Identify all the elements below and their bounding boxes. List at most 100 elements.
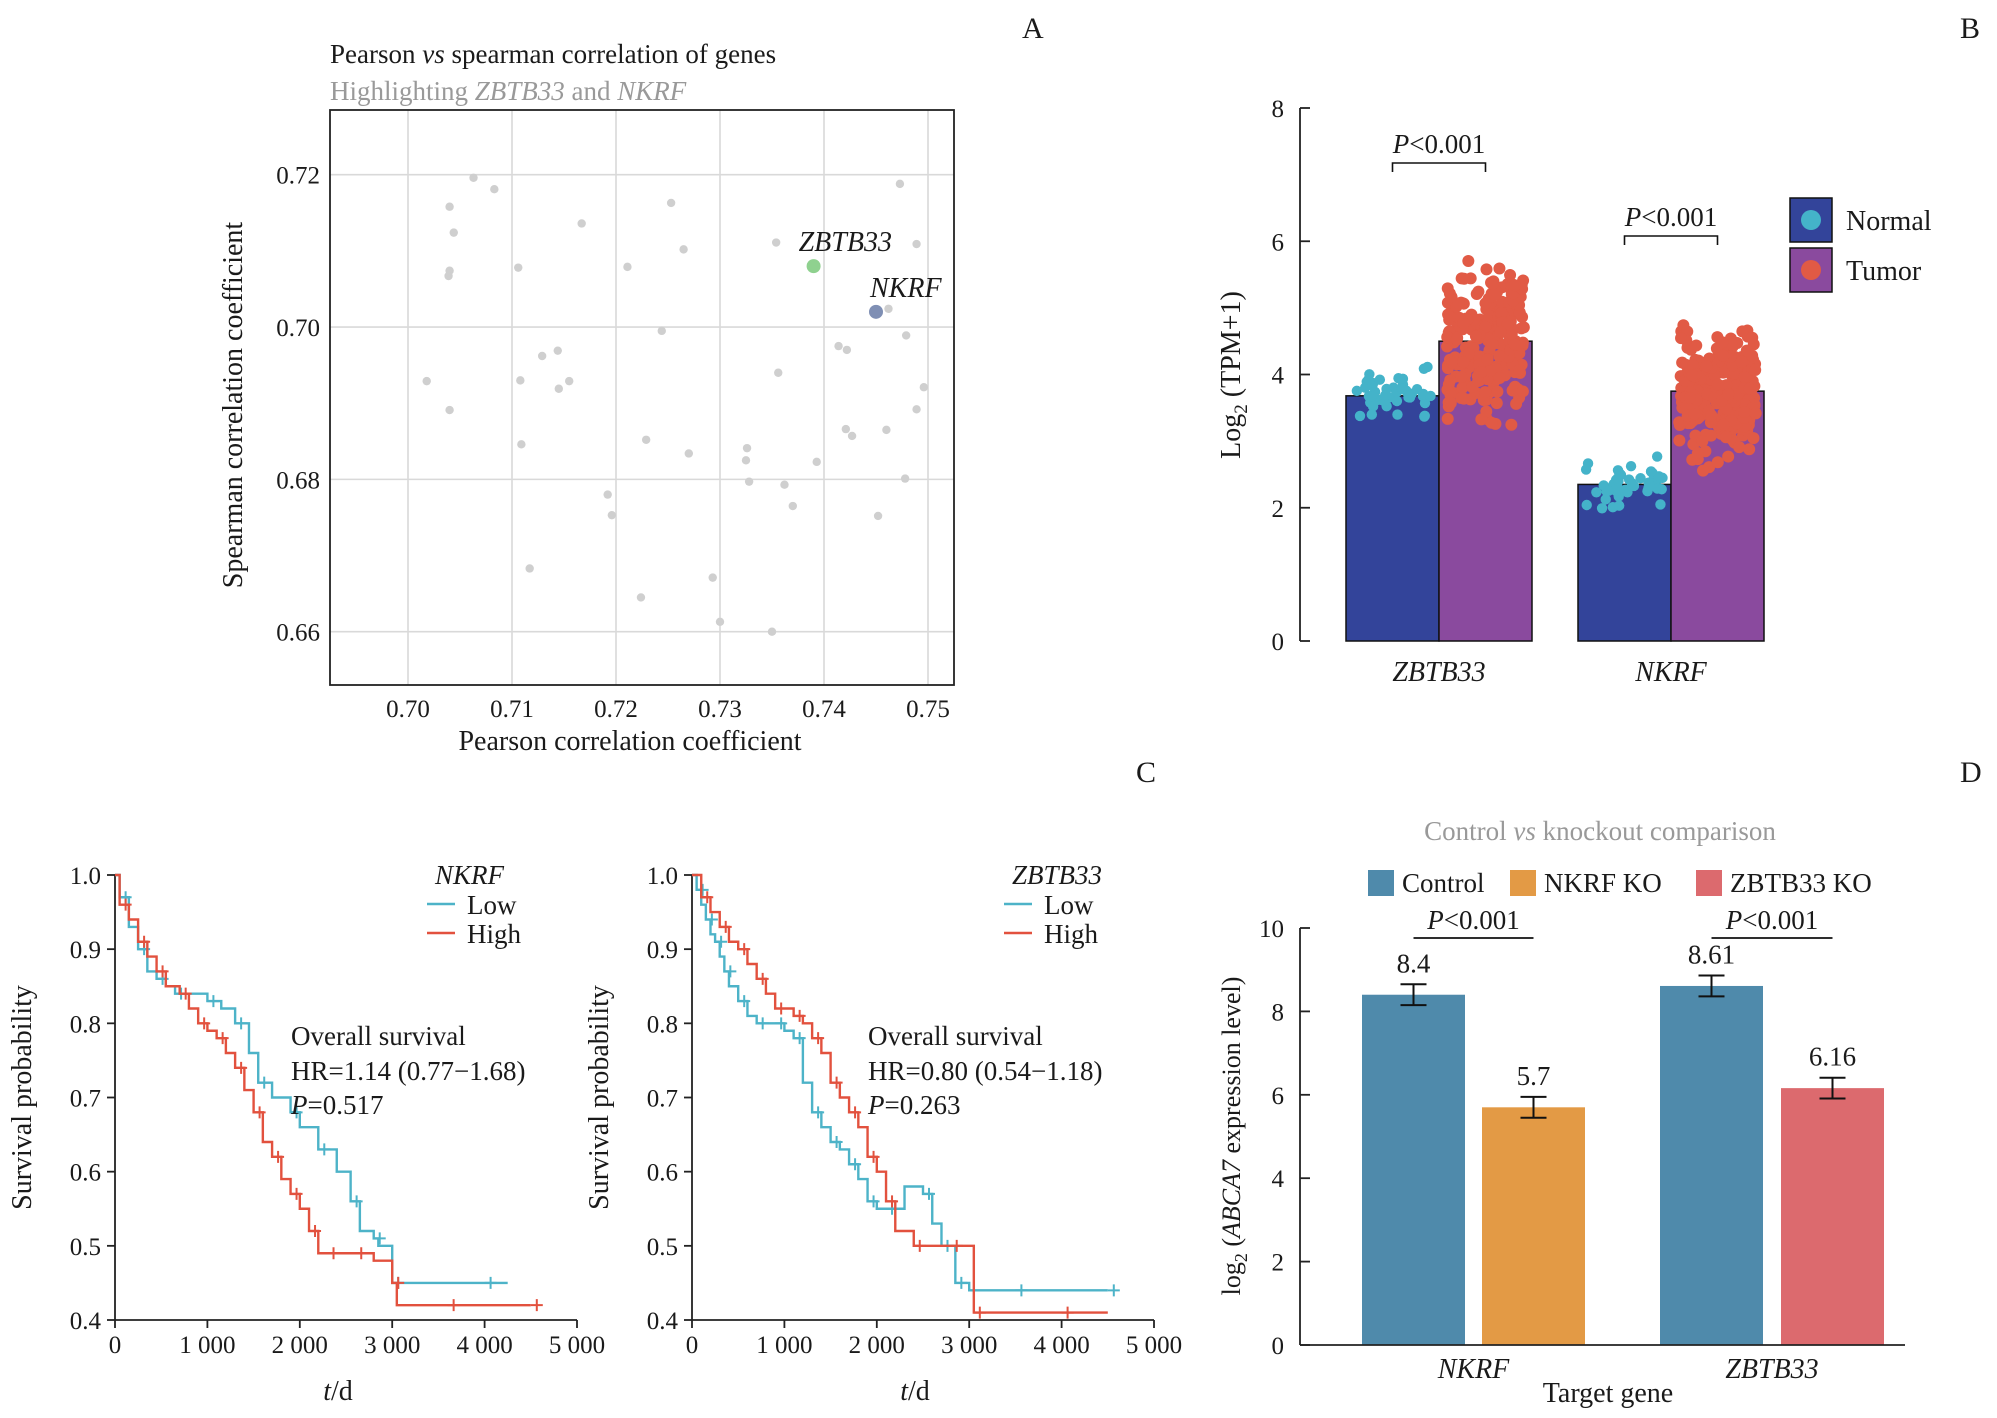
panel-c1-censor-mark [253, 1106, 266, 1119]
panel-b-dot [1493, 262, 1506, 275]
panel-b-dot [1717, 418, 1730, 431]
panel-d-legend-label: ZBTB33 KO [1730, 868, 1872, 898]
panel-b-dot [1596, 503, 1608, 514]
panel-a-point [657, 326, 666, 336]
panel-a-x-tick: 0.75 [906, 696, 950, 723]
panel-c2-censor-mark [738, 995, 751, 1008]
panel-c2-censor-mark [724, 965, 737, 978]
panel-b-dot [1516, 385, 1529, 398]
panel-d-y-tick: 8 [1272, 999, 1285, 1026]
panel-c2-x-tick: 5 000 [1126, 1332, 1182, 1359]
panel-c1-x-tick: 3 000 [364, 1332, 420, 1359]
panel-b-dot [1444, 388, 1457, 401]
panel-b-dot [1396, 383, 1408, 395]
panel-b-dot [1736, 325, 1749, 338]
panel-a-point [901, 331, 911, 340]
panel-c2-legend-high: High [1044, 919, 1099, 949]
panel-b-dot [1749, 364, 1762, 377]
panel-c2-x-tick: 3 000 [941, 1332, 997, 1359]
panel-b-dot [1673, 434, 1686, 447]
panel-b-dot [1484, 364, 1497, 377]
panel-a-point [636, 593, 646, 602]
panel-b-dot [1656, 484, 1667, 495]
panel-letter-c: C [1136, 756, 1156, 789]
panel-a-x-label: Pearson correlation coefficient [458, 726, 801, 757]
panel-a-point [788, 501, 797, 511]
panel-a-highlight-label: ZBTB33 [799, 227, 892, 258]
panel-b-bar-dot: 0 2 4 6 8 ZBTB33 NKRF Log2 (TPM+1) P<0.001 P<0.… [1216, 96, 1932, 688]
panel-c2-censor-mark [849, 1106, 862, 1119]
panel-c2-censor-mark [913, 1239, 926, 1252]
panel-c1-legend-title: NKRF [434, 860, 505, 890]
panel-b-dot [1738, 405, 1751, 418]
panel-b-dot [1697, 464, 1710, 477]
panel-c2-y-tick: 0.9 [647, 937, 678, 964]
panel-b-dot [1623, 474, 1635, 485]
panel-c2-y-tick: 0.5 [647, 1234, 678, 1261]
panel-c2-censor-mark [867, 1150, 880, 1163]
panel-c2-censor-mark [775, 1017, 788, 1030]
panel-c2-censor-mark [756, 972, 769, 985]
panel-c2-annotation-title: Overall survival [868, 1021, 1043, 1051]
panel-b-dot [1351, 385, 1363, 397]
panel-c1-x-tick: 1 000 [179, 1332, 235, 1359]
panel-d-value-label: 8.4 [1397, 948, 1431, 978]
panel-b-dot [1711, 456, 1724, 469]
panel-d-legend-label: NKRF KO [1544, 868, 1662, 898]
panel-a-point [742, 443, 752, 453]
panel-a-scatter: Pearson vs spearman correlation of genes… [218, 39, 955, 757]
panel-b-dot [1653, 471, 1665, 482]
panel-b-dot [1354, 410, 1366, 422]
panel-b-bar [1345, 395, 1440, 642]
panel-a-point [490, 185, 499, 194]
panel-c1-censor-mark [350, 1195, 363, 1208]
panel-a-point [873, 511, 883, 521]
panel-c2-censor-mark [793, 1009, 806, 1022]
panel-a-point [623, 262, 632, 272]
panel-d-error-bar [1819, 1076, 1846, 1100]
panel-b-dot [1479, 297, 1492, 310]
panel-c2-annotation-p: P=0.263 [867, 1090, 960, 1120]
panel-a-point [445, 202, 454, 211]
panel-b-y-tick: 6 [1272, 229, 1285, 256]
panel-b-dot [1683, 391, 1696, 404]
panel-b-dot [1391, 395, 1403, 407]
panel-b-dot [1443, 310, 1456, 323]
panel-c1-x-tick: 5 000 [549, 1332, 605, 1359]
panel-d-title: Control vs knockout comparison [1424, 816, 1776, 846]
panel-a-x-tick: 0.73 [698, 696, 742, 723]
panel-b-dot [1441, 412, 1454, 425]
panel-b-sig-bracket [1623, 235, 1719, 245]
panel-b-dot [1455, 391, 1468, 404]
panel-b-dot [1501, 318, 1514, 331]
panel-b-dot [1696, 435, 1709, 448]
panel-a-point [603, 490, 612, 499]
panel-c1-censor-mark [216, 1032, 229, 1045]
panel-c2-censor-mark [812, 1106, 825, 1119]
panel-c1-censor-mark [235, 1061, 248, 1074]
panel-b-dot [1645, 466, 1657, 477]
panel-b-dot [1635, 473, 1646, 484]
panel-c1-censor-mark [373, 1232, 386, 1245]
panel-b-dot [1733, 441, 1746, 454]
panel-a-point [537, 351, 547, 361]
panel-b-x-tick: ZBTB33 [1392, 657, 1485, 688]
panel-a-point [895, 179, 905, 189]
panel-c1-censor-mark [290, 1187, 303, 1200]
panel-c1-censor-mark [119, 898, 132, 911]
panel-a-point [774, 368, 783, 377]
panel-b-dot [1743, 443, 1756, 456]
panel-b-dot [1462, 254, 1475, 267]
panel-c1-y-tick: 0.5 [70, 1234, 101, 1261]
panel-b-dot [1366, 409, 1378, 420]
panel-d-error-bar [1520, 1095, 1547, 1119]
panel-c2-censor-mark [756, 1017, 769, 1030]
panel-b-dot [1510, 397, 1523, 410]
panel-b-dot [1688, 408, 1701, 421]
panel-b-dot [1738, 371, 1751, 384]
panel-a-point [771, 238, 781, 247]
panel-c2-curve-high [692, 873, 1108, 1314]
panel-a-y-tick: 0.66 [276, 620, 320, 647]
panel-b-dot [1743, 382, 1756, 395]
panel-c2-censor-mark [830, 1136, 843, 1148]
